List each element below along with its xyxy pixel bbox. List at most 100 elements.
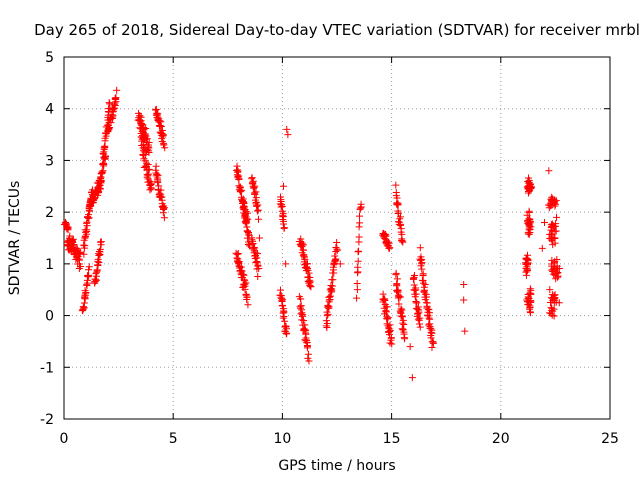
data-point bbox=[253, 258, 261, 266]
data-point bbox=[421, 280, 429, 288]
data-point bbox=[327, 281, 335, 289]
data-point bbox=[416, 314, 424, 322]
data-point bbox=[396, 293, 404, 301]
data-point bbox=[545, 167, 553, 175]
data-point bbox=[304, 350, 312, 358]
data-point bbox=[80, 241, 88, 249]
data-series bbox=[60, 86, 563, 382]
data-point bbox=[161, 204, 169, 212]
data-point bbox=[142, 150, 150, 158]
data-point bbox=[549, 223, 557, 231]
data-point bbox=[523, 211, 531, 219]
data-point bbox=[399, 238, 407, 246]
data-point bbox=[426, 309, 434, 317]
data-point bbox=[524, 228, 532, 236]
data-point bbox=[386, 339, 394, 347]
data-point bbox=[299, 316, 307, 324]
data-point bbox=[283, 329, 291, 337]
data-point bbox=[233, 171, 241, 179]
data-point bbox=[549, 241, 557, 249]
data-point bbox=[301, 321, 309, 329]
data-point bbox=[400, 321, 408, 329]
data-point bbox=[396, 221, 404, 229]
x-tick-label: 10 bbox=[273, 431, 291, 447]
data-point bbox=[386, 326, 394, 334]
data-point bbox=[548, 306, 556, 314]
data-point bbox=[254, 215, 262, 223]
x-tick-label: 0 bbox=[60, 431, 69, 447]
data-point bbox=[66, 232, 74, 240]
data-point bbox=[283, 125, 291, 133]
data-point bbox=[538, 244, 546, 252]
data-point bbox=[255, 234, 263, 242]
data-point bbox=[523, 265, 531, 273]
data-point bbox=[252, 249, 260, 257]
data-point bbox=[157, 118, 165, 126]
data-point bbox=[106, 100, 114, 108]
data-point bbox=[239, 270, 247, 278]
data-point bbox=[69, 241, 77, 249]
data-point bbox=[525, 230, 533, 238]
data-point bbox=[154, 172, 162, 180]
data-point bbox=[303, 341, 311, 349]
data-point bbox=[284, 131, 292, 139]
data-point bbox=[396, 213, 404, 221]
data-point bbox=[332, 255, 340, 263]
data-point bbox=[549, 265, 557, 273]
data-point bbox=[140, 126, 148, 134]
data-point bbox=[277, 286, 285, 294]
data-point bbox=[279, 314, 287, 322]
data-point bbox=[355, 233, 363, 241]
data-point bbox=[158, 193, 166, 201]
data-point bbox=[356, 212, 364, 220]
data-point bbox=[244, 230, 252, 238]
data-point bbox=[138, 135, 146, 143]
data-point bbox=[281, 317, 289, 325]
data-point bbox=[552, 213, 560, 221]
data-point bbox=[427, 328, 435, 336]
data-point bbox=[306, 281, 314, 289]
data-point bbox=[244, 301, 252, 309]
data-point bbox=[304, 266, 312, 274]
data-point bbox=[279, 182, 287, 190]
data-point bbox=[353, 279, 361, 287]
data-point bbox=[551, 271, 559, 279]
data-point bbox=[408, 374, 416, 382]
data-point bbox=[238, 187, 246, 195]
data-point bbox=[85, 211, 93, 219]
data-point bbox=[394, 201, 402, 209]
data-point bbox=[333, 239, 341, 247]
data-point bbox=[77, 262, 85, 270]
data-point bbox=[100, 161, 108, 169]
data-point bbox=[112, 96, 120, 104]
data-point bbox=[388, 340, 396, 348]
data-point bbox=[384, 314, 392, 322]
data-point bbox=[551, 227, 559, 235]
y-tick-label: 3 bbox=[45, 153, 54, 169]
data-point bbox=[527, 223, 535, 231]
data-point bbox=[241, 282, 249, 290]
data-point bbox=[393, 280, 401, 288]
data-point bbox=[80, 250, 88, 258]
data-point bbox=[398, 237, 406, 245]
data-point bbox=[546, 286, 554, 294]
y-tick-label: -2 bbox=[40, 412, 54, 428]
data-point bbox=[296, 303, 304, 311]
data-point bbox=[412, 290, 420, 298]
data-point bbox=[254, 250, 262, 258]
data-point bbox=[97, 238, 105, 246]
data-point bbox=[96, 245, 104, 253]
data-point bbox=[386, 244, 394, 252]
data-point bbox=[336, 260, 344, 268]
data-point bbox=[137, 125, 145, 133]
data-point bbox=[151, 106, 159, 114]
data-point bbox=[160, 141, 168, 149]
data-point bbox=[141, 131, 149, 139]
data-point bbox=[136, 124, 144, 132]
data-point bbox=[303, 263, 311, 271]
data-point bbox=[254, 272, 262, 280]
data-point bbox=[280, 224, 288, 232]
data-point bbox=[425, 314, 433, 322]
data-point bbox=[234, 250, 242, 258]
data-point bbox=[101, 142, 109, 150]
